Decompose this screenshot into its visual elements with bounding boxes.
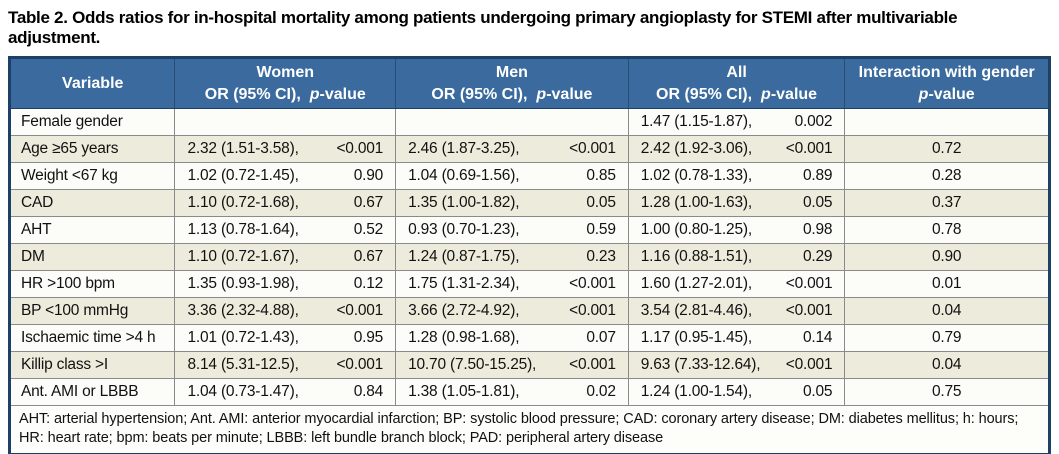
cell-variable: Killip class >I (8, 351, 176, 379)
col-header-men: Men OR (95% CI), p-value (395, 57, 629, 109)
cell-men: 1.04 (0.69-1.56), 0.85 (395, 162, 629, 190)
cell-men: 10.70 (7.50-15.25), <0.001 (395, 351, 629, 379)
table-row: Killip class >I 8.14 (5.31-12.5), <0.001 … (8, 351, 1050, 379)
cell-all: 1.17 (0.95-1.45), 0.14 (627, 324, 846, 352)
cell-interaction: 0.37 (844, 189, 1050, 217)
cell-all: 9.63 (7.33-12.64), <0.001 (627, 351, 846, 379)
cell-variable: Ischaemic time >4 h (8, 324, 176, 352)
odds-ratio-table: Variable Women OR (95% CI), p-value Men O… (8, 56, 1051, 454)
table-row: DM 1.10 (0.72-1.67), 0.67 1.24 (0.87-1.75… (8, 243, 1050, 271)
cell-men: 1.24 (0.87-1.75), 0.23 (395, 243, 629, 271)
cell-variable: CAD (8, 189, 176, 217)
table-row: CAD 1.10 (0.72-1.68), 0.67 1.35 (1.00-1.8… (8, 189, 1050, 217)
cell-all: 2.42 (1.92-3.06), <0.001 (627, 135, 846, 163)
table-row: Age ≥65 years 2.32 (1.51-3.58), <0.001 2.… (8, 135, 1050, 163)
cell-women: 2.32 (1.51-3.58), <0.001 (174, 135, 397, 163)
cell-variable: Age ≥65 years (8, 135, 176, 163)
cell-men: 2.46 (1.87-3.25), <0.001 (395, 135, 629, 163)
cell-variable: Female gender (8, 108, 176, 136)
cell-women: 1.35 (0.93-1.98), 0.12 (174, 270, 397, 298)
cell-interaction: 0.78 (844, 216, 1050, 244)
cell-men: 3.66 (2.72-4.92), <0.001 (395, 297, 629, 325)
col-header-men-sub: OR (95% CI), p-value (431, 85, 593, 103)
cell-interaction: 0.79 (844, 324, 1050, 352)
abbreviations-footnote: AHT: arterial hypertension; Ant. AMI: an… (9, 404, 1050, 454)
col-header-all: All OR (95% CI), p-value (627, 57, 846, 109)
footnote-row: AHT: arterial hypertension; Ant. AMI: an… (9, 404, 1050, 454)
cell-interaction: 0.01 (844, 270, 1050, 298)
table-row: Female gender 1.47 (1.15-1.87), 0.002 (8, 108, 1050, 136)
col-header-variable: Variable (8, 57, 176, 109)
cell-men: 1.75 (1.31-2.34), <0.001 (395, 270, 629, 298)
cell-interaction (844, 108, 1050, 136)
cell-women: 1.13 (0.78-1.64), 0.52 (174, 216, 397, 244)
table-header: Variable Women OR (95% CI), p-value Men O… (8, 57, 1050, 109)
table-footer: AHT: arterial hypertension; Ant. AMI: an… (9, 404, 1050, 454)
col-header-all-label: All (726, 63, 747, 81)
cell-women (174, 108, 397, 136)
header-row: Variable Women OR (95% CI), p-value Men O… (8, 57, 1050, 109)
cell-women: 1.10 (0.72-1.68), 0.67 (174, 189, 397, 217)
cell-women: 1.01 (0.72-1.43), 0.95 (174, 324, 397, 352)
table-row: Ischaemic time >4 h 1.01 (0.72-1.43), 0.9… (8, 324, 1050, 352)
cell-all: 3.54 (2.81-4.46), <0.001 (627, 297, 846, 325)
cell-men (395, 108, 629, 136)
col-header-interaction-sub: p-value (918, 85, 975, 103)
cell-variable: DM (8, 243, 176, 271)
cell-variable: AHT (8, 216, 176, 244)
cell-interaction: 0.28 (844, 162, 1050, 190)
col-header-all-sub: OR (95% CI), p-value (656, 85, 818, 103)
table-title: Table 2. Odds ratios for in-hospital mor… (8, 8, 958, 47)
table-row: HR >100 bpm 1.35 (0.93-1.98), 0.12 1.75 (… (8, 270, 1050, 298)
cell-all: 1.24 (1.00-1.54), 0.05 (627, 378, 846, 406)
cell-women: 1.04 (0.73-1.47), 0.84 (174, 378, 397, 406)
table-row: BP <100 mmHg 3.36 (2.32-4.88), <0.001 3.6… (8, 297, 1050, 325)
col-header-interaction-label: Interaction with gender (858, 63, 1035, 81)
table-row: Ant. AMI or LBBB 1.04 (0.73-1.47), 0.84 1… (8, 378, 1050, 406)
table-row: Weight <67 kg 1.02 (0.72-1.45), 0.90 1.04… (8, 162, 1050, 190)
cell-interaction: 0.04 (844, 297, 1050, 325)
cell-all: 1.60 (1.27-2.01), <0.001 (627, 270, 846, 298)
cell-variable: Ant. AMI or LBBB (8, 378, 176, 406)
cell-all: 1.02 (0.78-1.33), 0.89 (627, 162, 846, 190)
cell-interaction: 0.90 (844, 243, 1050, 271)
cell-variable: BP <100 mmHg (8, 297, 176, 325)
col-header-men-label: Men (495, 63, 528, 81)
cell-women: 3.36 (2.32-4.88), <0.001 (174, 297, 397, 325)
cell-all: 1.16 (0.88-1.51), 0.29 (627, 243, 846, 271)
cell-men: 1.38 (1.05-1.81), 0.02 (395, 378, 629, 406)
cell-interaction: 0.72 (844, 135, 1050, 163)
col-header-interaction: Interaction with gender p-value (844, 57, 1050, 109)
cell-all: 1.00 (0.80-1.25), 0.98 (627, 216, 846, 244)
cell-all: 1.28 (1.00-1.63), 0.05 (627, 189, 846, 217)
cell-women: 1.02 (0.72-1.45), 0.90 (174, 162, 397, 190)
cell-all: 1.47 (1.15-1.87), 0.002 (627, 108, 846, 136)
col-header-variable-label: Variable (62, 74, 124, 92)
table-row: AHT 1.13 (0.78-1.64), 0.52 0.93 (0.70-1.2… (8, 216, 1050, 244)
col-header-women: Women OR (95% CI), p-value (174, 57, 397, 109)
cell-variable: Weight <67 kg (8, 162, 176, 190)
cell-interaction: 0.75 (844, 378, 1050, 406)
cell-women: 8.14 (5.31-12.5), <0.001 (174, 351, 397, 379)
cell-men: 1.35 (1.00-1.82), 0.05 (395, 189, 629, 217)
cell-men: 1.28 (0.98-1.68), 0.07 (395, 324, 629, 352)
col-header-women-sub: OR (95% CI), p-value (204, 85, 366, 103)
cell-women: 1.10 (0.72-1.67), 0.67 (174, 243, 397, 271)
table-body: Female gender 1.47 (1.15-1.87), 0.002 Age… (8, 108, 1050, 406)
cell-men: 0.93 (0.70-1.23), 0.59 (395, 216, 629, 244)
cell-variable: HR >100 bpm (8, 270, 176, 298)
col-header-women-label: Women (256, 63, 315, 81)
cell-interaction: 0.04 (844, 351, 1050, 379)
